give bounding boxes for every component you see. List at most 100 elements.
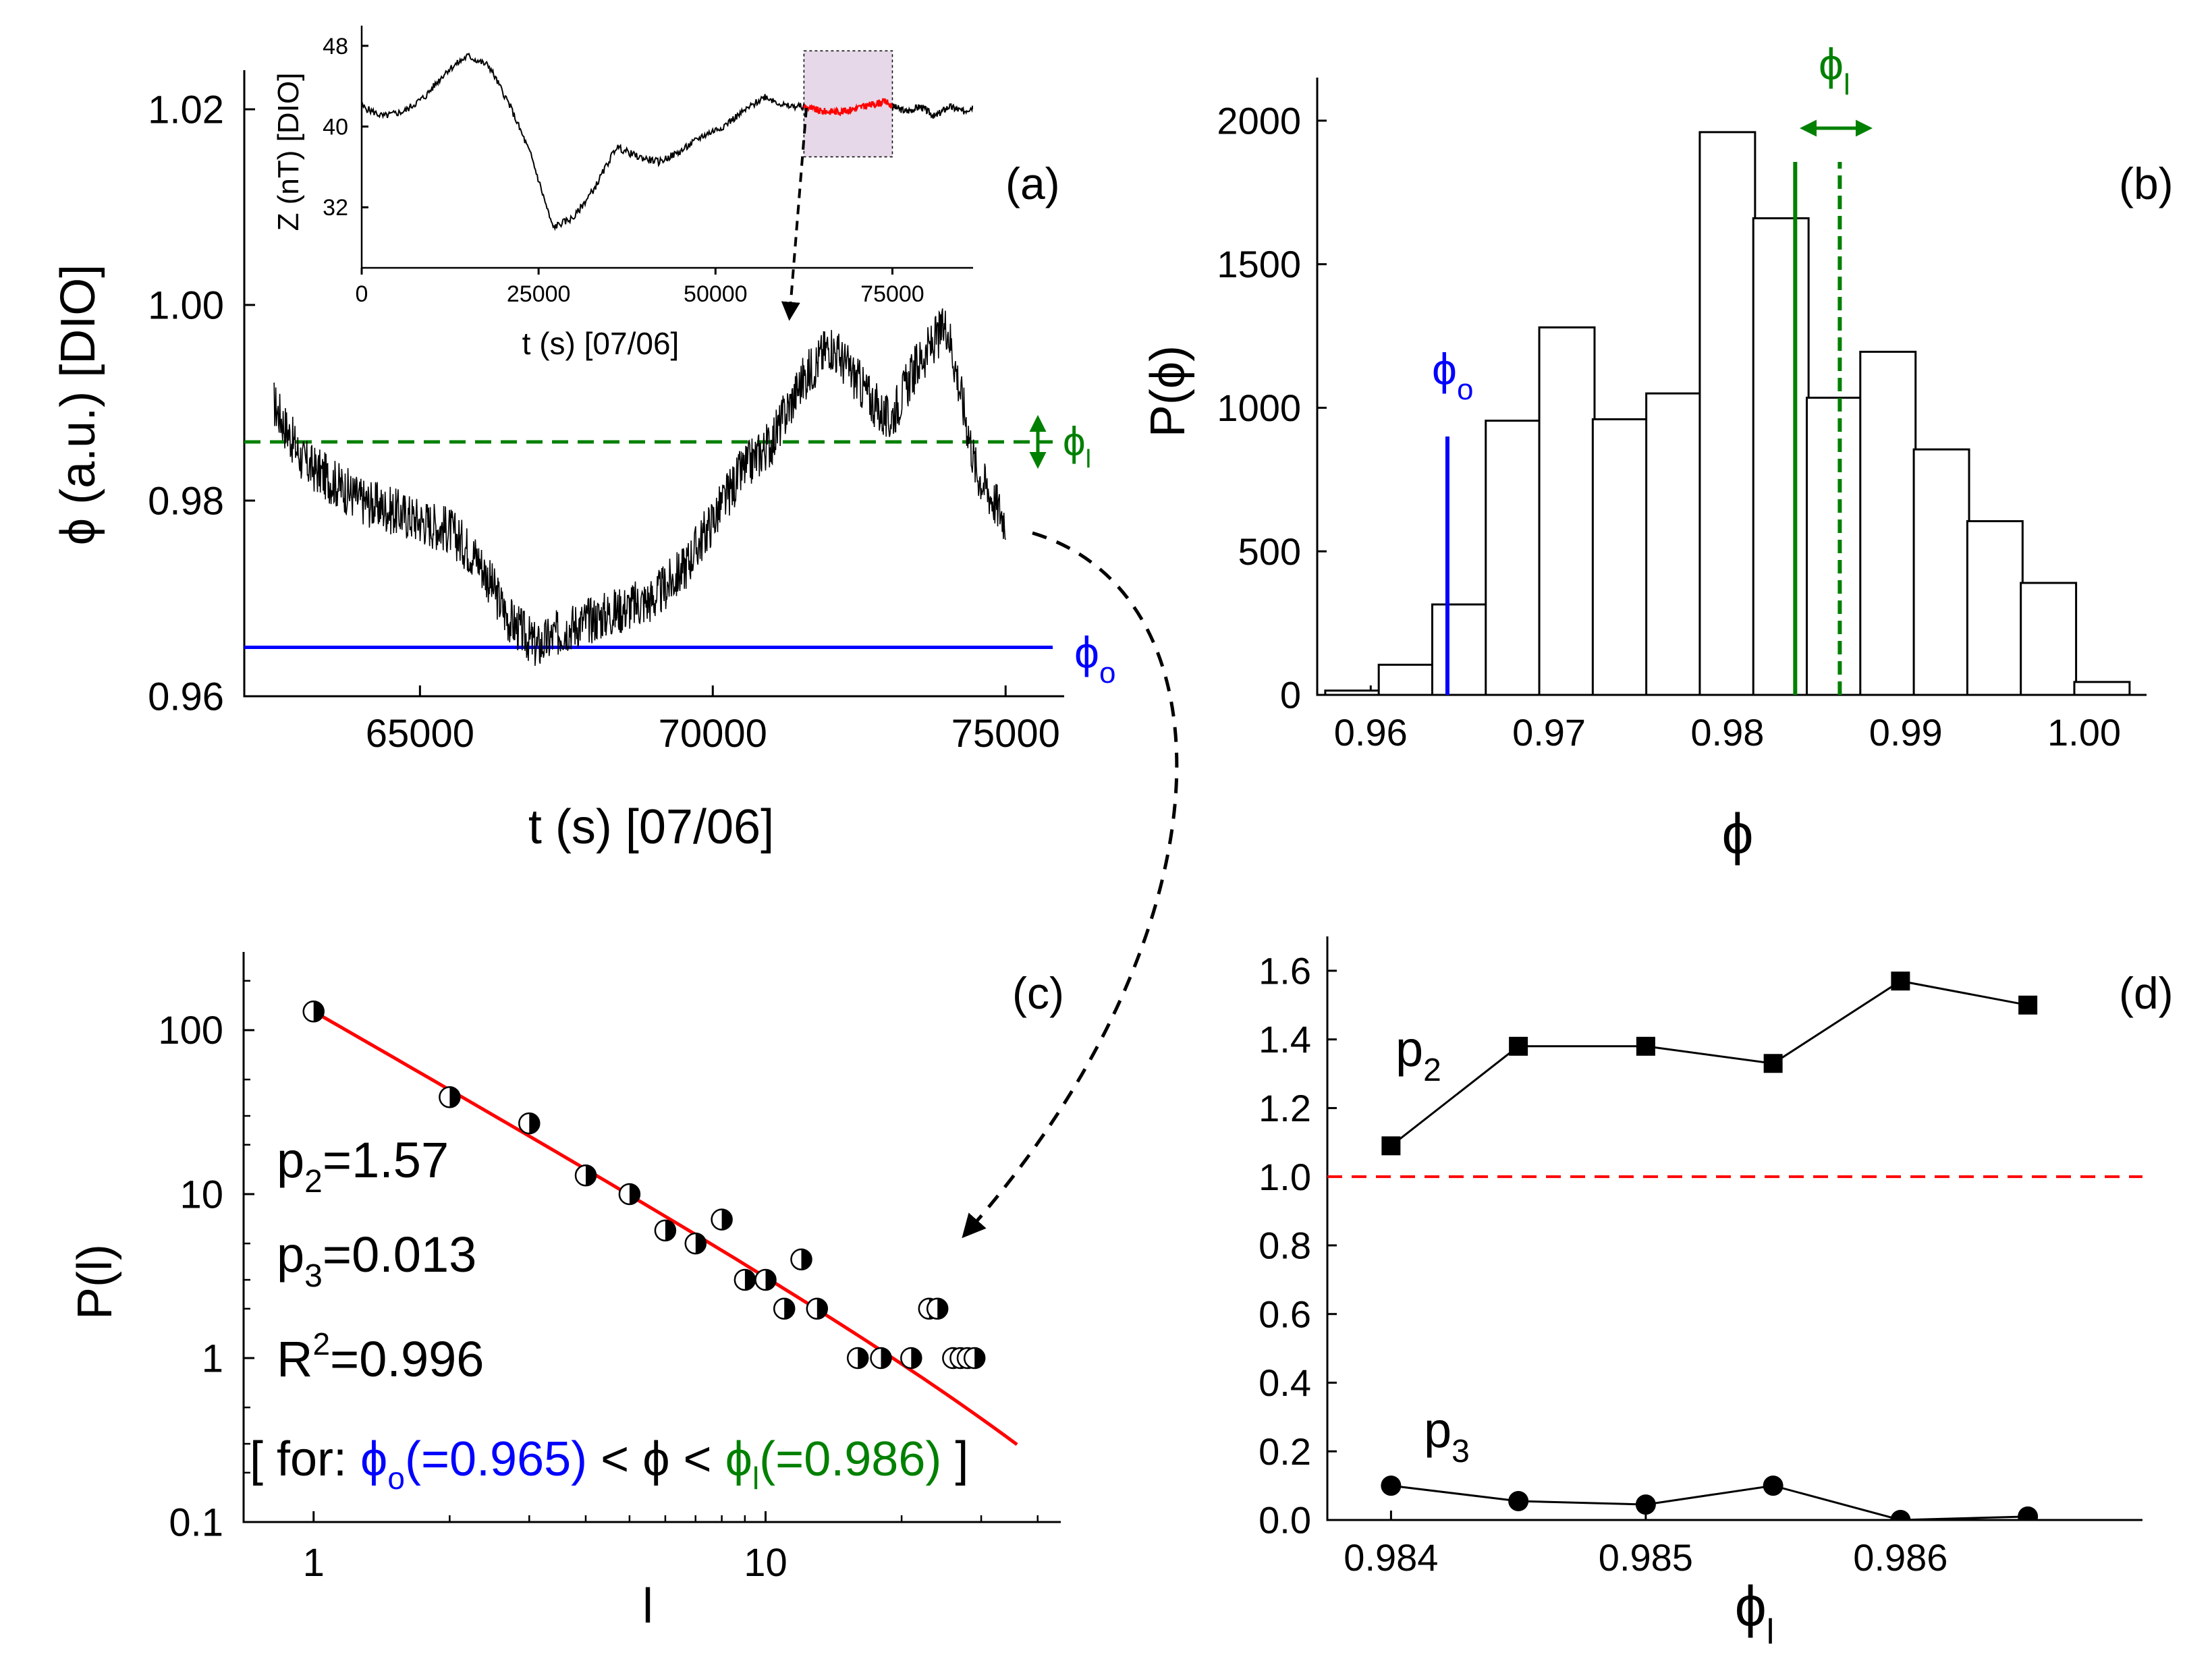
x-tick-label: 75000 — [860, 281, 924, 307]
y-tick-label: 0.4 — [1259, 1361, 1311, 1404]
x-axis-ticks: 65000 70000 75000 — [366, 685, 1060, 756]
data-point-fill — [817, 1298, 827, 1319]
data-point-fill — [974, 1348, 985, 1368]
data-point — [574, 1164, 597, 1187]
x-tick-label: 0.99 — [1869, 711, 1943, 754]
histogram-bar — [1966, 520, 2024, 695]
x-axis-label: ϕl — [1735, 1575, 1775, 1652]
y-tick-label: 1.6 — [1259, 949, 1311, 992]
y-axis-label: ϕ (a.u.) [DIO] — [51, 264, 105, 545]
x-tick-label: 10 — [744, 1541, 787, 1585]
x-tick-label: 0.985 — [1599, 1536, 1693, 1579]
series-p3-marker — [2018, 1506, 2039, 1520]
x-axis-label: t (s) [07/06] — [528, 800, 774, 854]
inset-to-main-arrow — [781, 107, 808, 321]
panel-label: (c) — [1012, 968, 1064, 1018]
series-p3-marker — [1890, 1510, 1911, 1520]
axes-frame — [243, 70, 1064, 698]
histogram-bar — [1806, 397, 1863, 695]
data-point-fill — [937, 1298, 948, 1319]
fit-r2-text: R2=0.996 — [277, 1326, 484, 1387]
x-axis-ticks: 1 10 — [303, 1511, 1039, 1585]
inset-plot-area — [362, 52, 973, 231]
histogram-bar — [1912, 448, 1970, 695]
x-tick-label: 0.98 — [1690, 711, 1764, 754]
y-tick-label: 48 — [323, 34, 348, 59]
inset-y-axis-label: Z (nT) [DIO] — [272, 73, 305, 231]
x-axis-ticks: 0.984 0.985 0.986 — [1344, 1511, 1947, 1579]
y-tick-label: 2000 — [1217, 99, 1301, 142]
x-tick-label: 0.984 — [1344, 1536, 1438, 1579]
panel-label: (b) — [2119, 159, 2174, 208]
inset-x-axis-label: t (s) [07/06] — [522, 326, 680, 361]
y-tick-label: 40 — [323, 114, 348, 140]
y-tick-label: 1.00 — [148, 283, 224, 327]
data-point — [711, 1208, 733, 1231]
panel-a: 65000 70000 75000 0.96 0.98 1.00 1.02 t (s) [… — [51, 70, 1115, 854]
inset-highlight-series-line — [803, 98, 893, 117]
histogram-bar — [1591, 418, 1649, 695]
y-axis-label: P(ϕ) — [1141, 345, 1195, 437]
data-point-fill — [801, 1249, 812, 1270]
data-point — [518, 1112, 541, 1135]
phi-o-annotation: ϕo — [1432, 344, 1473, 406]
data-point-fill — [629, 1184, 640, 1204]
series-p3-label: p3 — [1424, 1402, 1470, 1469]
histogram-bar — [1431, 603, 1489, 695]
data-point — [754, 1268, 777, 1291]
data-point-fill — [911, 1348, 922, 1368]
y-tick-label: 0.96 — [148, 675, 224, 719]
histogram-bar — [1324, 689, 1382, 695]
phi-series-line — [273, 308, 1006, 666]
plot-area — [302, 1001, 1018, 1446]
series-p2-marker — [1509, 1036, 1528, 1056]
data-point-fill — [695, 1233, 706, 1254]
panel-label: (d) — [2119, 968, 2174, 1018]
y-tick-label: 1.4 — [1259, 1018, 1311, 1061]
data-point — [302, 1001, 325, 1023]
data-point-fill — [313, 1001, 324, 1022]
y-tick-label: 0.0 — [1259, 1499, 1311, 1542]
series-p3-marker — [1381, 1475, 1402, 1496]
inset-x-axis-ticks: 0 25000 50000 75000 — [356, 268, 924, 307]
data-point — [618, 1183, 641, 1206]
y-tick-label: 500 — [1238, 530, 1301, 573]
fit-p3-text: p3=0.013 — [277, 1227, 476, 1294]
y-tick-label: 1.2 — [1259, 1087, 1311, 1129]
y-tick-label: 1.0 — [1259, 1156, 1311, 1198]
x-tick-label: 75000 — [951, 712, 1060, 756]
data-point — [846, 1347, 869, 1370]
data-point-fill — [529, 1113, 540, 1134]
y-axis-ticks: 0.1 1 10 100 — [158, 980, 254, 1544]
x-tick-label: 0.97 — [1512, 711, 1586, 754]
histogram-bar — [1645, 392, 1703, 695]
y-tick-label: 1000 — [1217, 387, 1301, 429]
data-point — [684, 1232, 707, 1255]
data-point — [654, 1219, 677, 1242]
plot-area — [1324, 131, 2131, 695]
y-tick-label: 0 — [1280, 674, 1301, 716]
inset-panel: 0 25000 50000 75000 32 40 48 t (s) [07/06] Z … — [272, 26, 973, 361]
data-point — [439, 1086, 461, 1108]
data-point-fill — [586, 1165, 596, 1186]
data-point — [926, 1297, 949, 1320]
y-tick-label: 0.1 — [169, 1500, 223, 1544]
fit-line — [312, 1010, 1018, 1446]
x-axis-label: ϕ — [1721, 802, 1753, 866]
phi-o-label: ϕo — [1074, 627, 1115, 689]
data-point — [790, 1248, 812, 1270]
y-tick-label: 1500 — [1217, 243, 1301, 285]
histogram-bar — [1485, 420, 1543, 695]
data-point-fill — [665, 1220, 675, 1241]
data-point-fill — [721, 1209, 732, 1230]
y-tick-label: 0.2 — [1259, 1430, 1311, 1473]
series-p2-marker — [2018, 995, 2038, 1015]
series-p3-marker — [1508, 1491, 1529, 1512]
x-tick-label: 1.00 — [2047, 711, 2121, 754]
x-axis-label: l — [642, 1579, 653, 1633]
series-p3-marker — [1763, 1475, 1784, 1496]
inset-series-line — [362, 52, 805, 231]
histogram-bar — [1377, 663, 1435, 695]
series-p3-line — [1391, 1484, 2028, 1520]
